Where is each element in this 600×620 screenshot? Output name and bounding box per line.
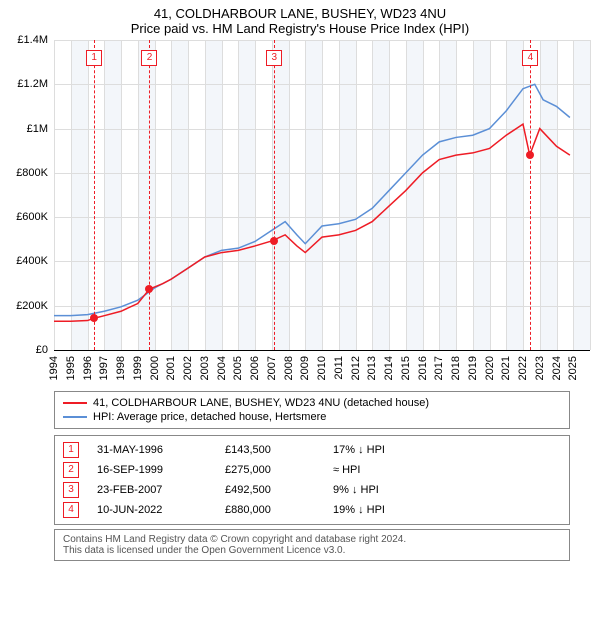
x-tick-label: 1999 xyxy=(132,356,144,380)
event-delta: ≈ HPI xyxy=(333,464,423,476)
event-point-marker xyxy=(526,151,534,159)
x-tick-label: 2018 xyxy=(450,356,462,380)
series-line xyxy=(54,124,570,321)
series-line xyxy=(54,84,570,315)
legend-swatch xyxy=(63,416,87,418)
x-tick-label: 2003 xyxy=(199,356,211,380)
y-tick-label: £800K xyxy=(16,167,48,179)
x-tick-label: 2025 xyxy=(567,356,579,380)
chart-svg xyxy=(54,40,590,350)
event-date: 31-MAY-1996 xyxy=(97,444,207,456)
event-marker-number: 3 xyxy=(266,50,282,66)
x-tick-label: 2024 xyxy=(551,356,563,380)
event-price: £492,500 xyxy=(225,484,315,496)
event-row: 2 16-SEP-1999 £275,000 ≈ HPI xyxy=(63,460,561,480)
x-tick-label: 2022 xyxy=(517,356,529,380)
x-tick-label: 1998 xyxy=(115,356,127,380)
event-row: 3 23-FEB-2007 £492,500 9% ↓ HPI xyxy=(63,480,561,500)
x-tick-label: 2005 xyxy=(232,356,244,380)
event-line xyxy=(530,40,531,350)
legend: 41, COLDHARBOUR LANE, BUSHEY, WD23 4NU (… xyxy=(54,391,570,429)
x-tick-label: 2006 xyxy=(249,356,261,380)
x-tick-label: 2008 xyxy=(283,356,295,380)
x-tick-label: 2002 xyxy=(182,356,194,380)
footer-line-2: This data is licensed under the Open Gov… xyxy=(63,545,561,556)
x-tick-label: 2000 xyxy=(149,356,161,380)
x-tick-label: 2010 xyxy=(316,356,328,380)
v-gridline xyxy=(590,40,591,350)
x-tick-label: 2019 xyxy=(467,356,479,380)
x-tick-label: 2007 xyxy=(266,356,278,380)
chart-title: 41, COLDHARBOUR LANE, BUSHEY, WD23 4NU xyxy=(0,0,600,21)
event-number: 3 xyxy=(63,482,79,498)
x-tick-label: 2016 xyxy=(417,356,429,380)
y-tick-label: £1.4M xyxy=(17,34,48,46)
x-tick-label: 2017 xyxy=(433,356,445,380)
event-point-marker xyxy=(145,285,153,293)
x-tick-label: 2004 xyxy=(216,356,228,380)
events-table: 1 31-MAY-1996 £143,500 17% ↓ HPI 2 16-SEP-199… xyxy=(54,435,570,525)
y-tick-label: £1.2M xyxy=(17,78,48,90)
x-tick-label: 1995 xyxy=(65,356,77,380)
legend-label: HPI: Average price, detached house, Hert… xyxy=(93,411,326,423)
x-tick-label: 2013 xyxy=(366,356,378,380)
event-date: 23-FEB-2007 xyxy=(97,484,207,496)
event-delta: 9% ↓ HPI xyxy=(333,484,423,496)
legend-item: 41, COLDHARBOUR LANE, BUSHEY, WD23 4NU (… xyxy=(63,396,561,410)
event-point-marker xyxy=(270,237,278,245)
event-number: 4 xyxy=(63,502,79,518)
x-tick-label: 2011 xyxy=(333,356,345,380)
x-tick-label: 2015 xyxy=(400,356,412,380)
x-tick-label: 1997 xyxy=(98,356,110,380)
chart-plot-area: £0£200K£400K£600K£800K£1M£1.2M£1.4M19941… xyxy=(54,40,590,351)
attribution-footer: Contains HM Land Registry data © Crown c… xyxy=(54,529,570,561)
event-row: 1 31-MAY-1996 £143,500 17% ↓ HPI xyxy=(63,440,561,460)
event-number: 2 xyxy=(63,462,79,478)
event-price: £275,000 xyxy=(225,464,315,476)
event-date: 10-JUN-2022 xyxy=(97,504,207,516)
x-tick-label: 2023 xyxy=(534,356,546,380)
y-tick-label: £0 xyxy=(36,344,48,356)
event-delta: 19% ↓ HPI xyxy=(333,504,423,516)
footer-line-1: Contains HM Land Registry data © Crown c… xyxy=(63,534,561,545)
y-tick-label: £200K xyxy=(16,300,48,312)
x-tick-label: 2020 xyxy=(484,356,496,380)
event-row: 4 10-JUN-2022 £880,000 19% ↓ HPI xyxy=(63,500,561,520)
event-number: 1 xyxy=(63,442,79,458)
y-tick-label: £600K xyxy=(16,211,48,223)
y-tick-label: £1M xyxy=(27,123,48,135)
event-line xyxy=(94,40,95,350)
x-tick-label: 2009 xyxy=(299,356,311,380)
event-price: £880,000 xyxy=(225,504,315,516)
event-marker-number: 1 xyxy=(86,50,102,66)
x-tick-label: 2012 xyxy=(350,356,362,380)
x-tick-label: 1996 xyxy=(82,356,94,380)
event-marker-number: 4 xyxy=(522,50,538,66)
x-tick-label: 2001 xyxy=(165,356,177,380)
chart-subtitle: Price paid vs. HM Land Registry's House … xyxy=(0,21,600,40)
event-marker-number: 2 xyxy=(141,50,157,66)
event-point-marker xyxy=(90,314,98,322)
legend-swatch xyxy=(63,402,87,404)
event-delta: 17% ↓ HPI xyxy=(333,444,423,456)
y-tick-label: £400K xyxy=(16,255,48,267)
event-price: £143,500 xyxy=(225,444,315,456)
legend-item: HPI: Average price, detached house, Hert… xyxy=(63,410,561,424)
event-line xyxy=(274,40,275,350)
x-tick-label: 2014 xyxy=(383,356,395,380)
x-tick-label: 2021 xyxy=(500,356,512,380)
event-date: 16-SEP-1999 xyxy=(97,464,207,476)
x-tick-label: 1994 xyxy=(48,356,60,380)
legend-label: 41, COLDHARBOUR LANE, BUSHEY, WD23 4NU (… xyxy=(93,397,429,409)
event-line xyxy=(149,40,150,350)
